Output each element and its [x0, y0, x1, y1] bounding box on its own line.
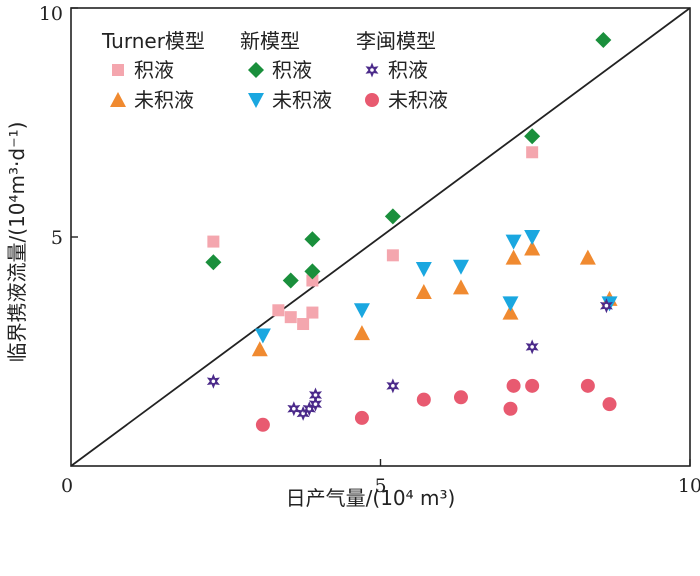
data-point-series-2 [384, 208, 401, 225]
data-point-series-0 [284, 311, 297, 324]
data-point-series-4 [206, 373, 220, 389]
data-point-series-0 [297, 318, 310, 331]
data-point-series-3 [502, 296, 519, 312]
legend-group-title: Turner模型 [101, 29, 205, 53]
data-point-series-4 [302, 401, 316, 417]
data-point-series-4 [525, 339, 539, 355]
legend-marker [110, 92, 126, 107]
data-point-series-2 [595, 32, 612, 49]
legend-marker [365, 93, 379, 107]
data-point-series-2 [304, 263, 321, 280]
data-point-series-3 [415, 262, 432, 278]
data-point-series-2 [524, 128, 541, 145]
data-point-series-5 [506, 378, 521, 393]
data-point-series-0 [386, 249, 399, 262]
data-point-series-1 [502, 304, 519, 320]
legend-group-title: 李闽模型 [356, 29, 436, 53]
legend-entry-label: 积液 [134, 58, 174, 82]
data-point-series-5 [602, 397, 617, 412]
legend-group-title: 新模型 [240, 29, 300, 53]
x-tick-label: 5 [374, 475, 386, 497]
data-point-series-5 [580, 378, 595, 393]
data-point-series-4 [309, 387, 322, 403]
data-point-series-0 [526, 146, 539, 159]
data-point-series-5 [525, 378, 540, 393]
data-point-series-4 [309, 396, 322, 412]
legend-entry-label: 积液 [388, 58, 428, 82]
data-point-series-3 [524, 230, 541, 245]
data-point-series-3 [452, 259, 469, 275]
data-point-series-1 [415, 283, 432, 299]
data-point-series-4 [599, 298, 613, 314]
legend-entry-label: 积液 [272, 58, 312, 82]
data-point-series-0 [306, 306, 319, 319]
legend-marker [112, 64, 124, 76]
data-point-series-2 [282, 272, 299, 289]
legend-entry-label: 未积液 [272, 88, 332, 112]
legend-marker [248, 93, 264, 108]
data-point-series-1 [452, 279, 469, 295]
diagonal-reference-line [70, 7, 691, 467]
legend-entry-label: 未积液 [388, 88, 448, 112]
x-tick-label: 10 [678, 475, 700, 497]
x-tick-label: 0 [61, 475, 73, 497]
data-point-series-3 [353, 303, 370, 319]
data-point-series-2 [205, 254, 222, 271]
data-point-series-1 [251, 341, 268, 357]
legend-marker [365, 62, 379, 78]
data-point-series-4 [287, 401, 301, 417]
data-point-series-5 [453, 390, 468, 405]
data-point-series-3 [505, 234, 522, 250]
data-point-series-5 [255, 417, 270, 432]
data-point-series-5 [416, 392, 431, 407]
legend-marker [248, 62, 264, 78]
data-point-series-5 [354, 410, 369, 425]
y-tick-label: 5 [51, 227, 63, 249]
data-point-series-2 [304, 231, 321, 248]
data-point-series-1 [505, 249, 522, 265]
x-axis-label: 日产气量/(10⁴ m³) [286, 486, 456, 510]
data-point-series-4 [296, 405, 310, 421]
data-point-series-3 [254, 328, 271, 344]
data-point-series-0 [306, 274, 319, 287]
data-point-series-4 [386, 378, 400, 394]
data-point-series-1 [579, 249, 596, 265]
y-tick-label: 10 [39, 3, 63, 25]
data-point-series-1 [524, 240, 541, 256]
data-point-series-0 [207, 235, 220, 248]
legend-entry-label: 未积液 [134, 88, 194, 112]
data-point-series-0 [272, 304, 285, 317]
data-point-series-5 [503, 401, 518, 416]
y-axis-label: 临界携液流量/(10⁴m³·d⁻¹) [5, 122, 29, 363]
data-point-series-1 [353, 325, 370, 341]
